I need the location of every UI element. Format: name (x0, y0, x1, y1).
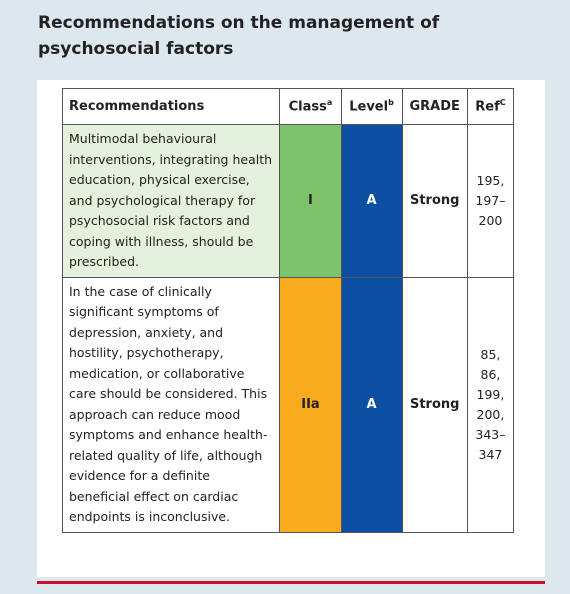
ref-cell: 85, 86, 199, 200, 343– 347 (466, 276, 515, 533)
ref-cell: 195, 197– 200 (466, 124, 515, 278)
ref-line: 200, (476, 406, 505, 422)
table-body: Multimodal behavioural interventions, in… (61, 124, 515, 533)
class-cell: IIa (279, 276, 342, 533)
recommendation-cell: In the case of clinically significant sy… (61, 276, 281, 533)
grade-cell: Strong (401, 124, 468, 278)
column-header-text: Ref (475, 99, 500, 115)
column-header-sup: b (388, 98, 394, 108)
recommendation-cell: Multimodal behavioural interventions, in… (61, 124, 281, 278)
column-header: Classa (279, 88, 342, 125)
level-cell: A (340, 124, 403, 278)
column-header-sup: a (326, 98, 333, 108)
title: Recommendations on the management of psy… (38, 13, 440, 59)
level-cell: A (340, 276, 403, 533)
ref-line: 197– (475, 192, 506, 208)
bottom-rule (37, 581, 545, 584)
ref-line: 343– (475, 426, 506, 442)
column-header: Levelb (340, 88, 403, 125)
ref-line: 347 (478, 446, 503, 462)
table-row: Multimodal behavioural interventions, in… (61, 124, 515, 278)
class-cell: I (279, 124, 342, 278)
ref-line: 200 (478, 212, 503, 228)
column-header-text: Level (349, 99, 389, 115)
grade-cell: Strong (401, 276, 468, 533)
column-header: GRADE (401, 88, 468, 125)
table-row: In the case of clinically significant sy… (61, 276, 515, 533)
recommendation-table: Recommendations Classa Levelb GRADE RefC Mul… (61, 88, 515, 533)
ref-line: 195, (476, 172, 505, 188)
column-header-text: Class (288, 99, 327, 115)
column-header-text: Recommendations (69, 99, 205, 114)
ref-line: 199, (476, 386, 505, 402)
column-header-sup: C (499, 98, 506, 108)
column-header: RefC (466, 88, 515, 125)
column-header-text: GRADE (409, 99, 460, 114)
ref-line: 85, 86, (480, 346, 501, 382)
column-header: Recommendations (61, 88, 281, 125)
header-row: Recommendations Classa Levelb GRADE RefC (61, 88, 515, 125)
